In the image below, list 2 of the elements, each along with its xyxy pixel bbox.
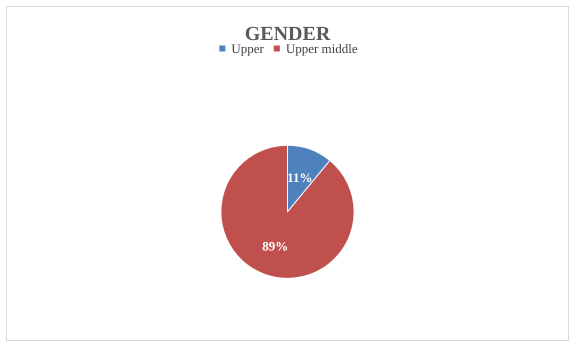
data-label: 89% [262, 238, 288, 254]
data-label: 11% [287, 170, 312, 186]
